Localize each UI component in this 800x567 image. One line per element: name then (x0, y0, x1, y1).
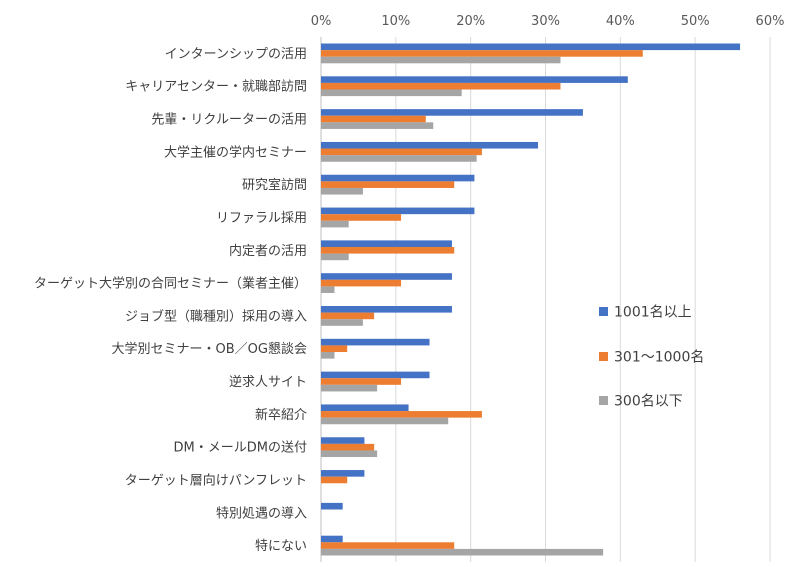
bar (321, 220, 349, 228)
bar (321, 306, 452, 313)
bar (321, 542, 455, 549)
legend-label: 300名以下 (614, 394, 683, 410)
bar (321, 384, 378, 392)
bar (321, 141, 539, 149)
legend-swatch (599, 307, 608, 316)
bar (321, 476, 348, 484)
category-label: 大学主催の学内セミナー (164, 144, 307, 160)
category-label: インターンシップの活用 (165, 47, 307, 62)
bar (321, 273, 452, 280)
x-tick-label: 50% (681, 14, 710, 29)
bar (321, 246, 455, 254)
bar (321, 371, 430, 379)
bar (321, 404, 409, 412)
bar (321, 378, 402, 385)
category-label: ジョブ型（職種別）採用の導入 (125, 308, 307, 324)
category-label: 大学別セミナー・OB／OG懇談会 (112, 341, 307, 357)
category-label: 新卒紹介 (255, 407, 307, 423)
category-label: ターゲット層向けパンフレット (125, 472, 307, 488)
bar (321, 214, 402, 221)
bar (321, 548, 604, 556)
category-label: 特別処遇の導入 (216, 506, 307, 521)
bar (321, 450, 378, 458)
bar (321, 502, 343, 510)
bar (321, 174, 475, 182)
bar (321, 338, 430, 346)
category-label: DM・メールDMの送付 (174, 441, 307, 456)
bar (321, 470, 365, 477)
bar (321, 50, 643, 57)
category-label: リファラル採用 (216, 211, 307, 226)
bar (321, 535, 343, 543)
bar (321, 207, 475, 215)
category-label: 逆求人サイト (229, 374, 307, 390)
x-tick-label: 20% (456, 14, 485, 29)
bar (321, 253, 349, 261)
bar (321, 312, 375, 320)
category-label: 特にない (255, 539, 307, 554)
bar (321, 187, 363, 195)
bar (321, 279, 402, 287)
legend-swatch (599, 396, 608, 405)
category-label: キャリアセンター・就職部訪問 (125, 79, 307, 95)
category-label: ターゲット大学別の合同セミナー（業者主催） (34, 276, 307, 292)
bar (321, 115, 426, 123)
bar (321, 82, 561, 90)
bar (321, 437, 365, 444)
bar (321, 443, 375, 451)
x-tick-label: 10% (381, 14, 410, 29)
bar (321, 148, 482, 156)
legend-label: 1001名以上 (614, 305, 692, 321)
bar (321, 43, 741, 51)
bar (321, 319, 363, 326)
x-tick-label: 60% (756, 14, 785, 29)
x-tick-label: 40% (606, 14, 635, 29)
bar (321, 122, 434, 129)
bar (321, 352, 335, 359)
legend-swatch (599, 352, 608, 361)
x-tick-label: 30% (531, 14, 560, 29)
bar (321, 411, 482, 418)
bar (321, 181, 455, 188)
bar (321, 240, 452, 247)
x-tick-label: 0% (311, 14, 332, 29)
bar (321, 89, 462, 97)
bar (321, 417, 449, 425)
bar (321, 76, 628, 83)
bar (321, 56, 561, 64)
category-label: 内定者の活用 (229, 243, 307, 259)
category-label: 先輩・リクルーターの活用 (151, 113, 307, 128)
bar (321, 155, 477, 162)
legend-label: 301〜1000名 (614, 350, 704, 366)
bar (321, 286, 335, 293)
category-label: 研究室訪問 (242, 177, 307, 193)
bar (321, 345, 348, 353)
bar (321, 109, 583, 116)
